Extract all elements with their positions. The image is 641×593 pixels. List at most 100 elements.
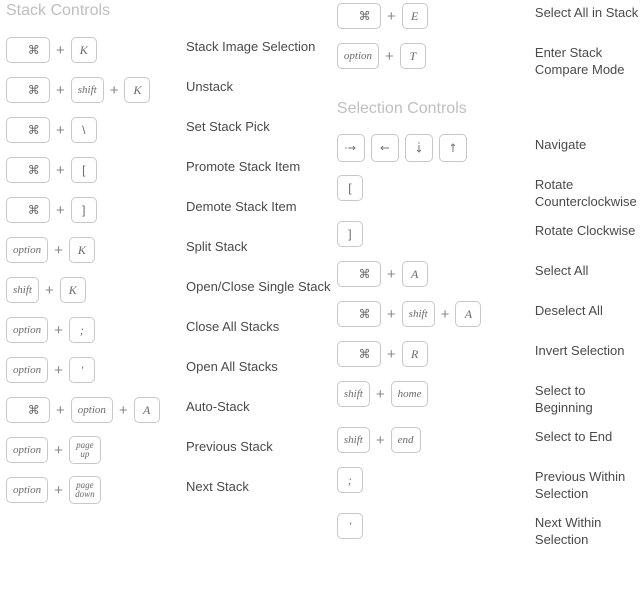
key-option: option [6,437,48,463]
key-combo: ⌘ + E [337,0,535,32]
key-cmd: ⌘ [6,77,50,103]
key-option: option [337,43,379,69]
shortcut-row: ⌘ + shift + K Unstack [6,74,331,106]
key-cmd: ⌘ [6,197,50,223]
key-cmd: ⌘ [337,341,381,367]
shortcut-row: option + T Enter Stack Compare Mode [337,40,641,78]
key-cmd: ⌘ [6,117,50,143]
shortcut-desc: Select All in Stack [535,0,641,21]
key-combo: ⌘ + \ [6,114,186,146]
key-combo: option + pageup [6,434,186,466]
key-a: A [455,301,481,327]
plus-icon: + [376,432,385,449]
key-end: end [391,427,421,453]
key-k: K [124,77,150,103]
key-combo: ⌘ + [ [6,154,186,186]
shortcut-row: ⌘ + K Stack Image Selection [6,34,331,66]
key-t: T [400,43,426,69]
key-cmd: ⌘ [6,157,50,183]
shortcut-row: ⌘ + option + A Auto-Stack [6,394,331,426]
key-combo: option + ; [6,314,186,346]
key-apostrophe: ' [69,357,95,383]
key-cmd: ⌘ [337,301,381,327]
shortcut-row: ; Previous Within Selection [337,464,641,502]
key-combo: ⌘ + K [6,34,186,66]
shortcut-row: ⌘ + [ Promote Stack Item [6,154,331,186]
shortcut-row: option + pagedown Next Stack [6,474,331,506]
shortcut-row: shift + end Select to End [337,424,641,456]
key-e: E [402,3,428,29]
shortcut-desc: Previous Within Selection [535,464,641,502]
shortcut-desc: Auto-Stack [186,394,331,415]
key-shift: shift [71,77,104,103]
shortcut-row: shift + home Select to Beginning [337,378,641,416]
key-combo: shift + home [337,378,535,410]
key-combo: shift + K [6,274,186,306]
key-cmd: ⌘ [6,37,50,63]
plus-icon: + [56,82,65,99]
section-title-stack-controls: Stack Controls [6,2,331,20]
plus-icon: + [56,42,65,59]
key-semicolon: ; [337,467,363,493]
shortcut-desc: Promote Stack Item [186,154,331,175]
shortcut-desc: Set Stack Pick [186,114,331,135]
key-combo: [ [337,172,535,204]
key-combo: ⌘ + shift + K [6,74,186,106]
plus-icon: + [56,202,65,219]
key-rbracket: ] [337,221,363,247]
shortcut-row: option + K Split Stack [6,234,331,266]
plus-icon: + [56,402,65,419]
key-r: R [402,341,428,367]
shortcut-desc: Rotate Clockwise [535,218,641,239]
shortcut-row: ⌘ + A Select All [337,258,641,290]
key-combo: ⌘ + A [337,258,535,290]
shortcut-row: option + pageup Previous Stack [6,434,331,466]
shortcut-desc: Select All [535,258,641,279]
plus-icon: + [119,402,128,419]
plus-icon: + [54,242,63,259]
key-shift: shift [337,381,370,407]
key-combo: ⌘ + shift + A [337,298,535,330]
shortcut-desc: Stack Image Selection [186,34,331,55]
key-combo: option + K [6,234,186,266]
key-option: option [6,477,48,503]
shortcut-row: Navigate [337,132,641,164]
key-option: option [71,397,113,423]
plus-icon: + [54,482,63,499]
key-k: K [69,237,95,263]
plus-icon: + [45,282,54,299]
key-option: option [6,317,48,343]
key-semicolon: ; [69,317,95,343]
key-a: A [402,261,428,287]
shortcut-desc: Select to Beginning [535,378,641,416]
key-combo: ⌘ + R [337,338,535,370]
shortcut-desc: Close All Stacks [186,314,331,335]
key-combo: option + T [337,40,535,72]
shortcut-desc: Enter Stack Compare Mode [535,40,641,78]
plus-icon: + [54,322,63,339]
key-shift: shift [337,427,370,453]
key-rbracket: ] [71,197,97,223]
plus-icon: + [385,48,394,65]
shortcut-reference: Stack Controls ⌘ + K Stack Image Selecti… [0,0,641,556]
plus-icon: + [387,346,396,363]
shortcut-row: option + ' Open All Stacks [6,354,331,386]
shortcut-desc: Split Stack [186,234,331,255]
shortcut-desc: Invert Selection [535,338,641,359]
key-option: option [6,357,48,383]
plus-icon: + [54,362,63,379]
key-combo: ' [337,510,535,542]
plus-icon: + [441,306,450,323]
shortcut-desc: Demote Stack Item [186,194,331,215]
shortcut-row: shift + K Open/Close Single Stack [6,274,331,306]
shortcut-desc: Next Stack [186,474,331,495]
section-title-selection-controls: Selection Controls [337,100,641,118]
plus-icon: + [110,82,119,99]
key-combo: option + pagedown [6,474,186,506]
shortcut-row: ⌘ + \ Set Stack Pick [6,114,331,146]
key-combo [337,132,535,164]
key-home: home [391,381,429,407]
shortcut-row: ⌘ + E Select All in Stack [337,0,641,32]
shortcut-row: [ Rotate Counterclockwise [337,172,641,210]
plus-icon: + [387,306,396,323]
